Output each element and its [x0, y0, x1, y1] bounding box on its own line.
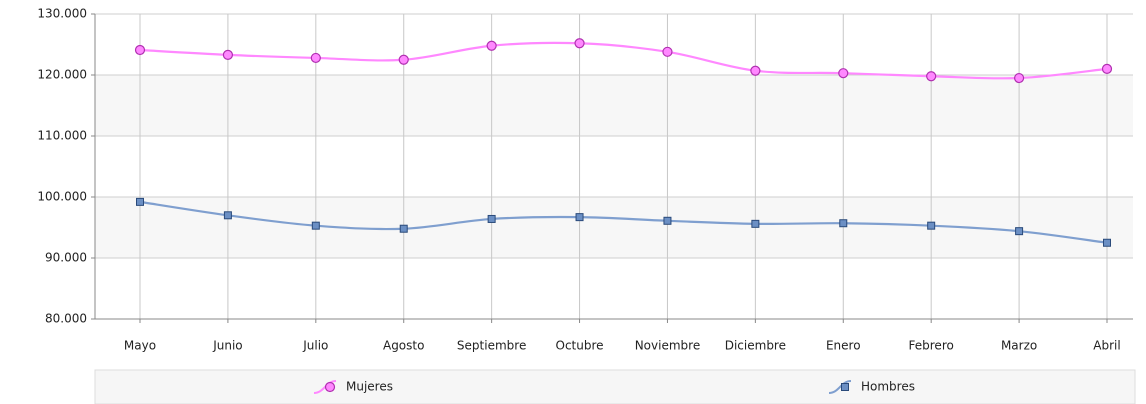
point — [1015, 227, 1024, 236]
point — [663, 216, 672, 225]
x-tick-label: Agosto — [383, 339, 424, 353]
point — [575, 213, 584, 222]
x-tick-label: Abril — [1093, 339, 1120, 353]
point — [838, 68, 849, 79]
point — [486, 40, 497, 51]
x-tick-label: Septiembre — [457, 339, 526, 353]
plot-band — [95, 75, 1133, 136]
y-tick-label: 130.000 — [37, 7, 87, 21]
point — [574, 38, 585, 49]
x-tick-label: Enero — [826, 339, 861, 353]
legend-marker — [841, 383, 849, 391]
y-tick-label: 120.000 — [37, 68, 87, 82]
y-tick-label: 110.000 — [37, 129, 87, 143]
plot-band — [95, 136, 1133, 197]
y-tick-label: 100.000 — [37, 190, 87, 204]
legend-label: Hombres — [861, 380, 915, 394]
point — [1101, 63, 1113, 75]
plot-band — [95, 258, 1133, 319]
x-tick-label: Octubre — [556, 339, 604, 353]
legend-item: Mujeres — [313, 380, 393, 394]
point — [398, 54, 409, 65]
legend-box — [94, 369, 1136, 404]
point — [310, 52, 321, 64]
point — [1103, 238, 1111, 247]
legend-item: Hombres — [828, 380, 915, 394]
series-line — [139, 200, 1108, 244]
point — [751, 219, 760, 228]
point — [750, 65, 761, 76]
series-line — [139, 41, 1108, 80]
point — [1013, 72, 1025, 84]
point — [222, 49, 234, 60]
point — [136, 197, 144, 206]
legend-line — [828, 380, 852, 394]
x-tick-label: Junio — [212, 339, 242, 353]
point — [926, 71, 937, 82]
point — [311, 221, 320, 230]
x-tick-label: Diciembre — [725, 339, 786, 353]
point — [399, 224, 408, 233]
point — [223, 211, 232, 220]
point — [134, 44, 146, 56]
point — [662, 46, 673, 57]
x-tick-label: Julio — [302, 339, 328, 353]
y-tick-label: 80.000 — [45, 312, 87, 326]
y-tick-label: 90.000 — [45, 251, 87, 265]
x-tick-label: Febrero — [909, 339, 954, 353]
x-tick-label: Noviembre — [635, 339, 701, 353]
point — [927, 221, 936, 230]
point — [839, 219, 848, 228]
point — [487, 214, 496, 223]
x-tick-label: Marzo — [1001, 339, 1037, 353]
x-tick-label: Mayo — [124, 339, 156, 353]
legend-label: Mujeres — [346, 380, 393, 394]
legend-marker — [324, 381, 336, 393]
